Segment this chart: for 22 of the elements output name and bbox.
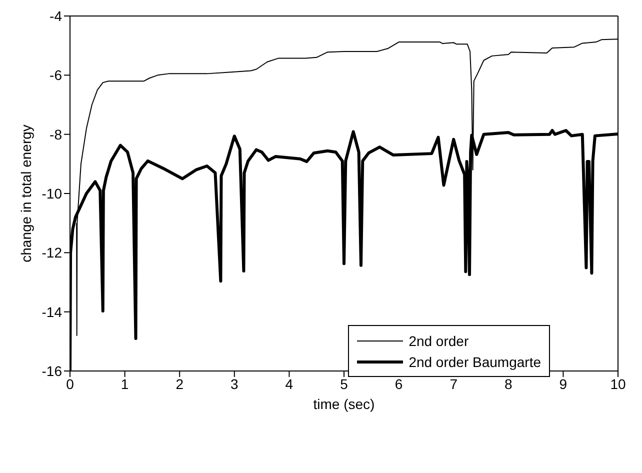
x-tick-label: 5: [340, 376, 348, 392]
x-tick-label: 2: [176, 376, 184, 392]
x-axis-title: time (sec): [313, 396, 375, 412]
x-tick-label: 1: [120, 376, 129, 392]
x-tick-label: 7: [450, 376, 458, 392]
y-tick-label: -10: [42, 185, 62, 202]
x-tick-label: 3: [230, 376, 238, 392]
legend-label: 2nd order Baumgarte: [408, 354, 541, 370]
y-tick-label: -16: [42, 362, 62, 379]
y-tick-label: -14: [42, 304, 62, 320]
y-axis-title: change in total energy: [18, 124, 34, 262]
x-tick-label: 4: [285, 376, 294, 392]
x-tick-label: 6: [394, 376, 403, 392]
y-tick-label: -12: [42, 244, 62, 261]
y-tick-label: -4: [50, 8, 62, 24]
y-tick-label: -8: [50, 126, 62, 142]
legend-label: 2nd order: [408, 332, 469, 348]
y-tick-label: -6: [50, 67, 62, 84]
x-tick-label: 8: [504, 376, 512, 392]
x-tick-label: 10: [610, 376, 626, 392]
x-tick-label: 9: [559, 376, 568, 392]
x-tick-label: 0: [66, 376, 74, 392]
